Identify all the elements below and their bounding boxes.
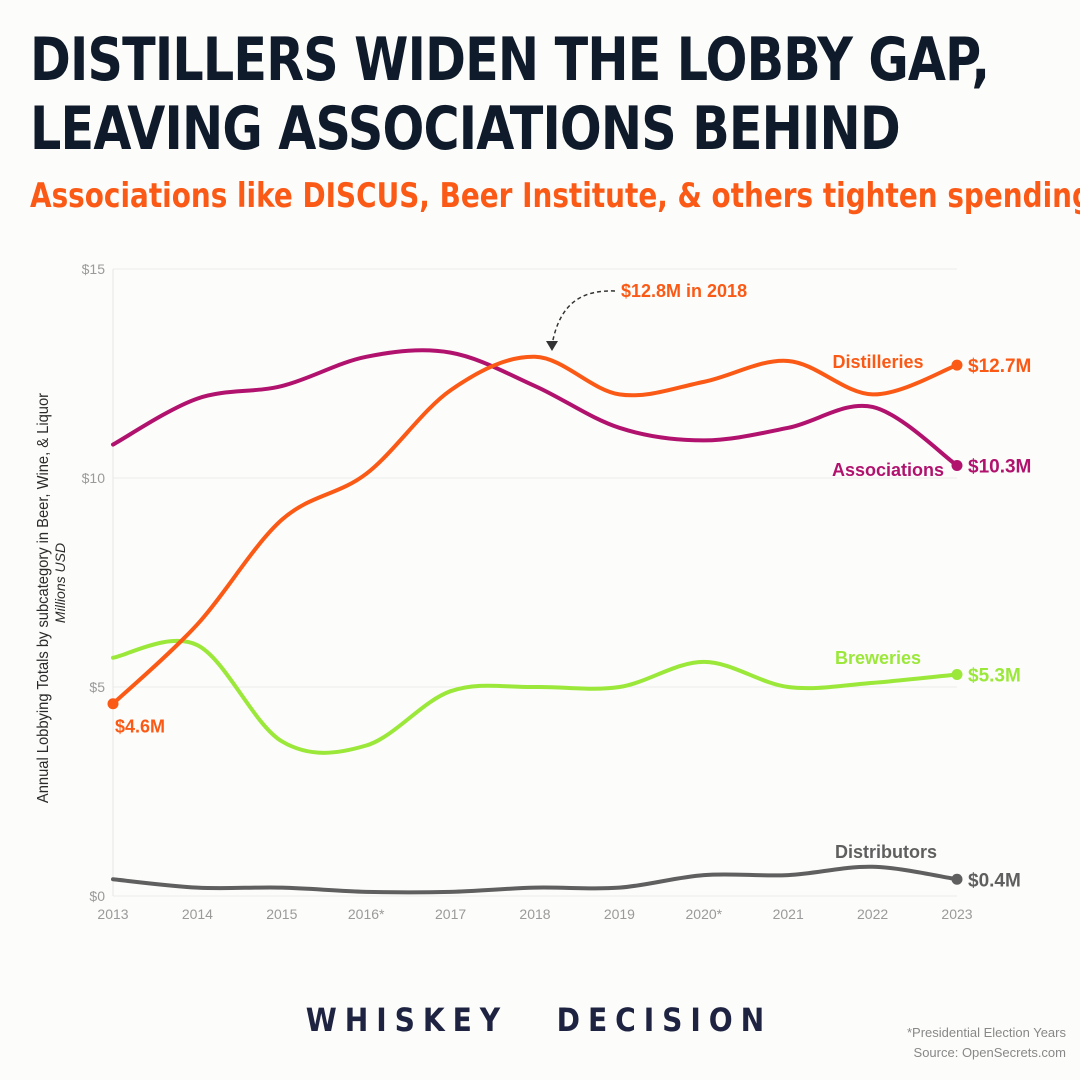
axes: $0 $5 $10 $15 2013 2014 2015 2016* 2017 2018 2019 2… [34, 261, 972, 922]
y-axis-units: Millions USD [52, 543, 68, 623]
end-label-breweries: $5.3M [968, 665, 1021, 686]
series-labels: $0.4M Distributors $5.3M Breweries $10.3M Ass… [115, 281, 1031, 891]
x-tick-label: 2019 [604, 906, 635, 922]
end-label-distributors: $0.4M [968, 870, 1021, 891]
logo-word-right: DECISION [556, 1001, 772, 1039]
end-point-breweries [951, 668, 963, 680]
logo-word-left: WHISKEY [305, 1001, 508, 1039]
series-lines [107, 348, 963, 895]
source-note: Source: OpenSecrets.com [913, 1044, 1066, 1060]
series-name-distilleries: Distilleries [832, 352, 923, 372]
y-tick-label: $0 [89, 888, 105, 904]
series-line-distilleries [111, 354, 959, 706]
x-tick-label: 2022 [857, 906, 888, 922]
end-point-distilleries [951, 359, 963, 371]
footnote: *Presidential Election Years Source: Ope… [907, 1023, 1066, 1062]
y-axis-title: Annual Lobbying Totals by subcategory in… [34, 393, 52, 803]
y-tick-label: $5 [89, 679, 105, 695]
start-point-distilleries [107, 698, 119, 710]
election-years-note: *Presidential Election Years [907, 1025, 1066, 1040]
series-line-breweries [111, 638, 959, 755]
x-tick-label: 2023 [941, 906, 972, 922]
end-point-distributors [951, 873, 963, 885]
annotation-label: $12.8M in 2018 [621, 281, 747, 301]
x-tick-label: 2013 [97, 906, 128, 922]
y-tick-label: $10 [82, 470, 106, 486]
annotation-arrow [551, 290, 616, 346]
start-label-distilleries: $4.6M [115, 717, 165, 737]
series-line-associations [111, 348, 959, 468]
end-label-distilleries: $12.7M [968, 356, 1031, 377]
whiskey-decision-logo: WHISKEY DECISION [305, 978, 763, 1062]
x-tick-label: 2014 [182, 906, 213, 922]
x-tick-label: 2017 [435, 906, 466, 922]
x-tick-label: 2015 [266, 906, 297, 922]
x-tick-label: 2018 [519, 906, 550, 922]
end-label-associations: $10.3M [968, 456, 1031, 477]
series-line-distributors [111, 864, 959, 895]
x-tick-label: 2016* [348, 906, 385, 922]
annotation-arrowhead [546, 340, 558, 351]
gridlines [113, 268, 957, 897]
series-name-breweries: Breweries [835, 648, 921, 668]
y-tick-label: $15 [82, 261, 106, 277]
series-name-associations: Associations [832, 460, 944, 480]
x-tick-label: 2020* [686, 906, 723, 922]
chart-subtitle: Associations like DISCUS, Beer Institute… [30, 176, 1080, 216]
title-line-1: DISTILLERS WIDEN THE LOBBY GAP, [30, 25, 990, 95]
x-tick-label: 2021 [773, 906, 804, 922]
end-point-associations [951, 459, 963, 471]
chart-title: DISTILLERS WIDEN THE LOBBY GAP, LEAVING … [30, 25, 990, 164]
series-name-distributors: Distributors [835, 842, 937, 862]
title-line-2: LEAVING ASSOCIATIONS BEHIND [30, 94, 901, 164]
